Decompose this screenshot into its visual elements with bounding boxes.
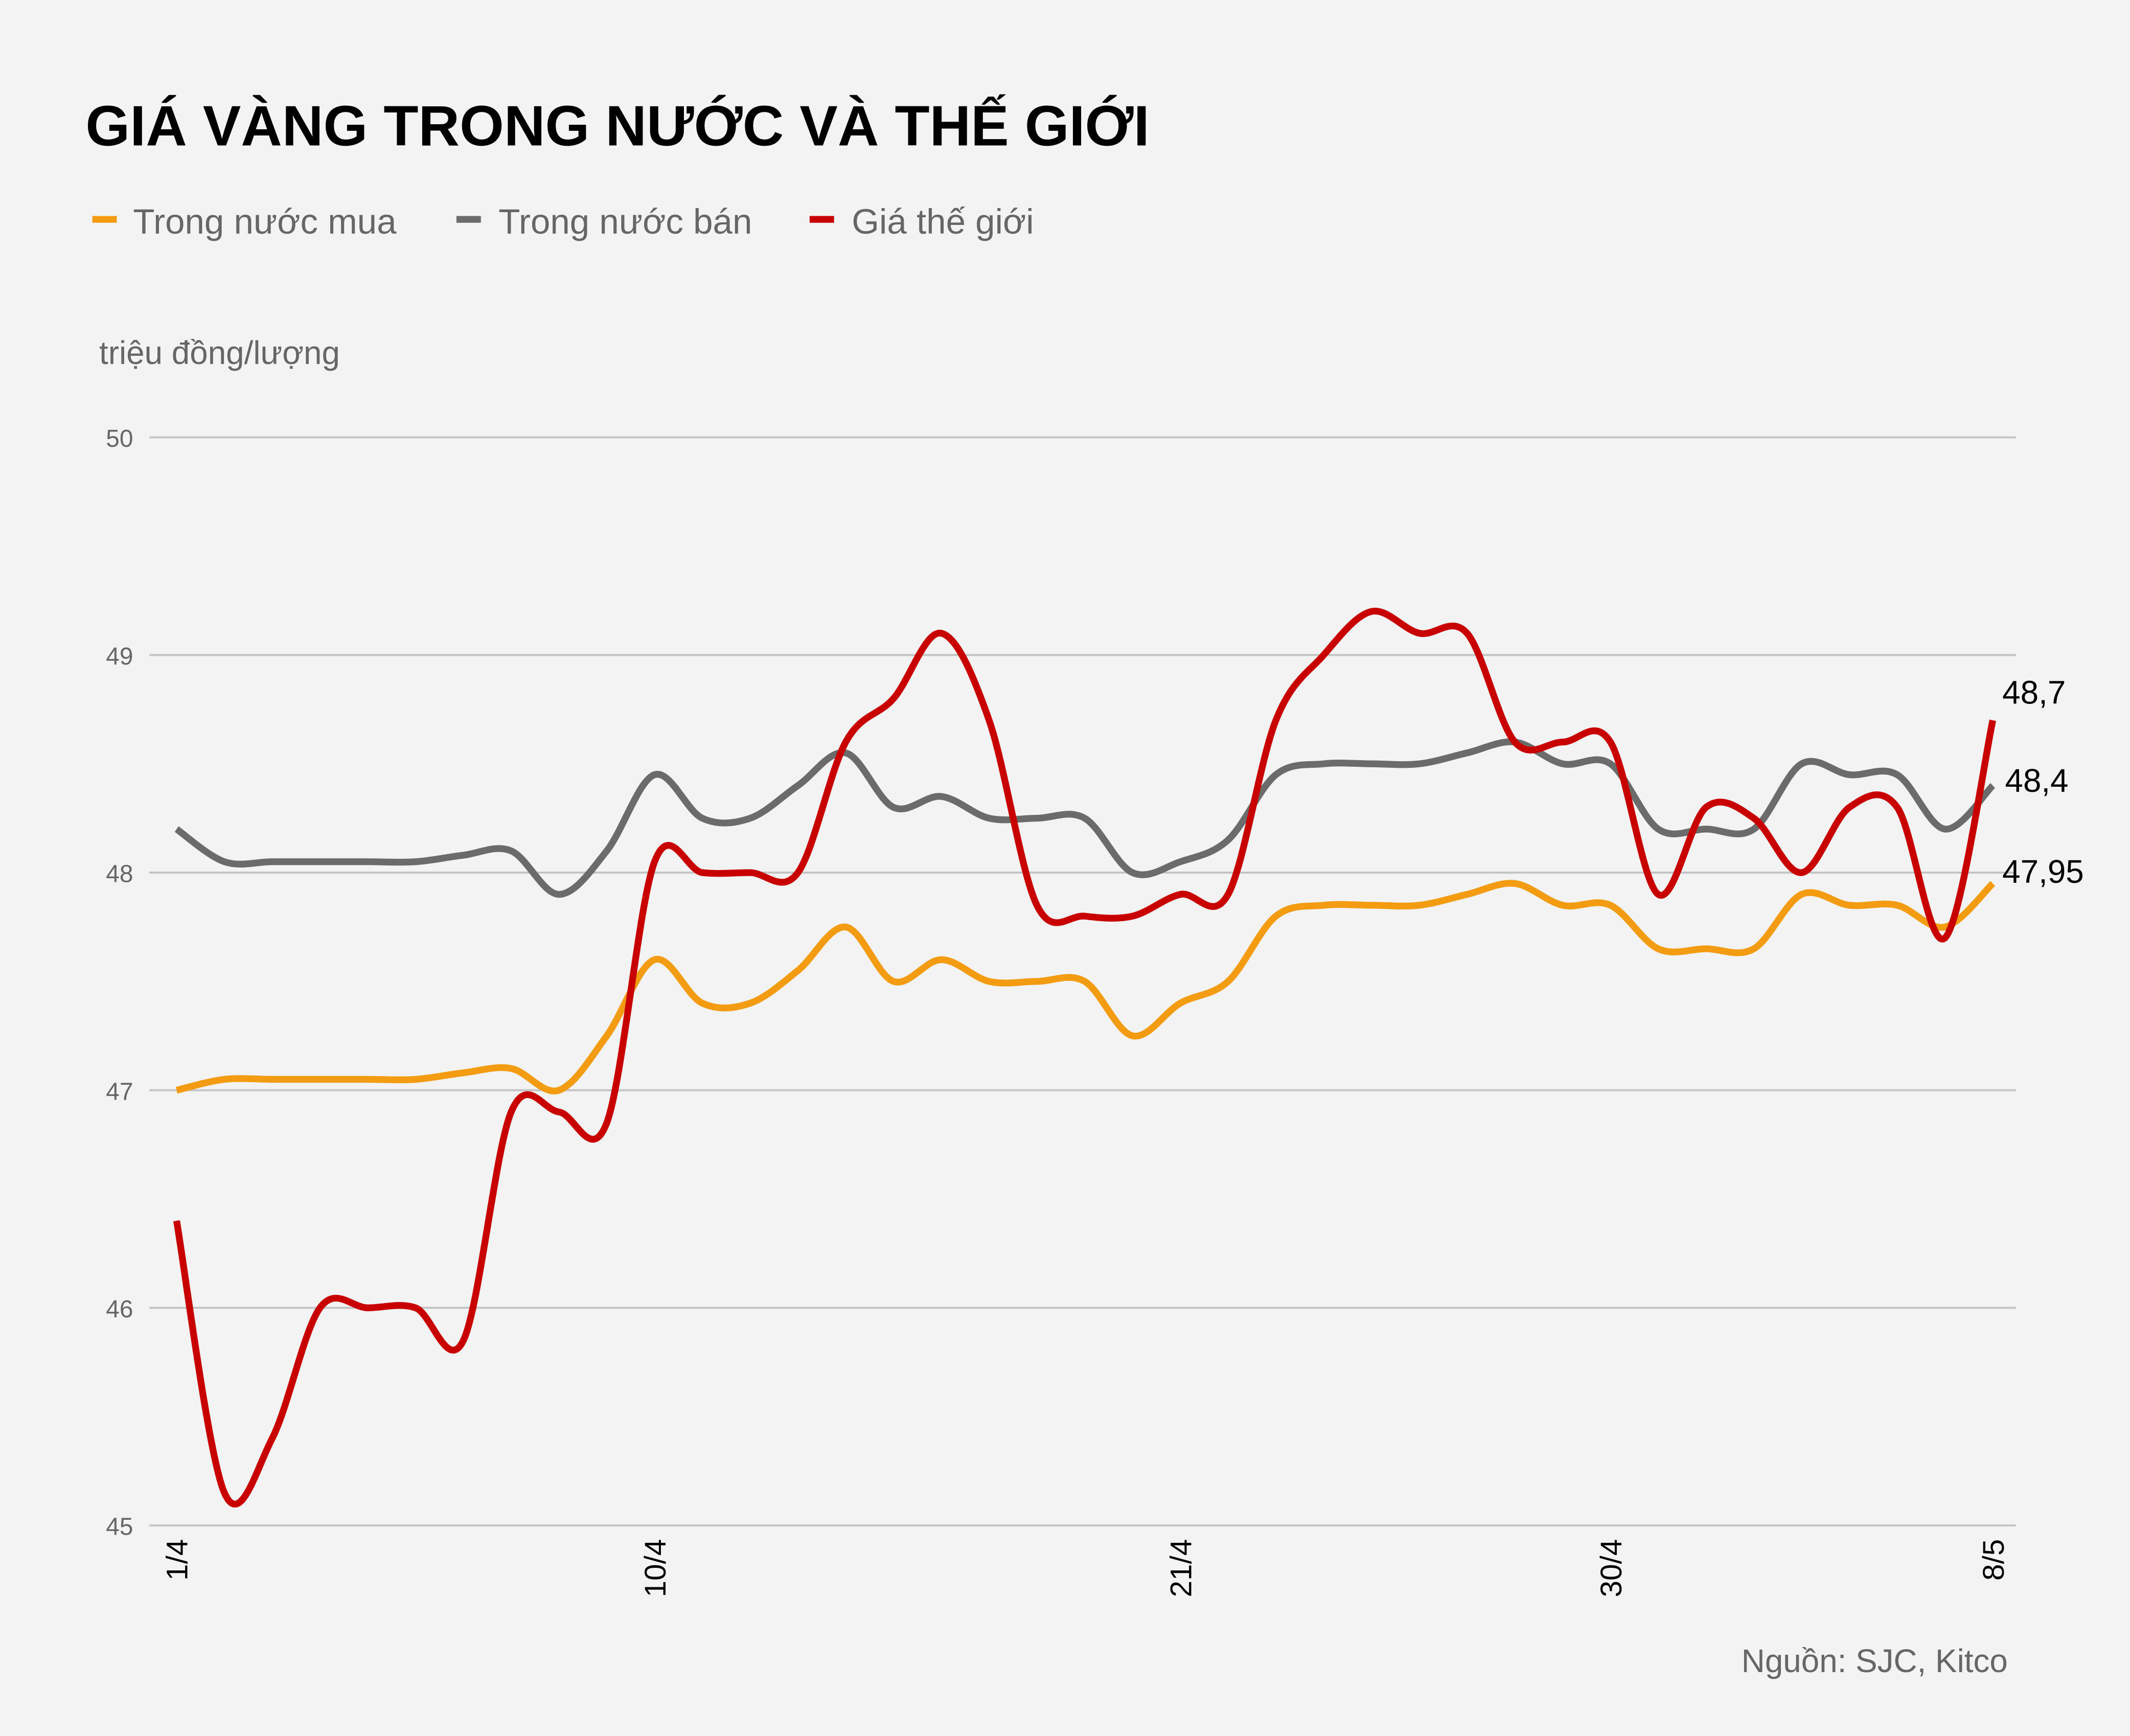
legend: Trong nước mua Trong nước bán Giá thế gi…: [92, 201, 1034, 241]
x-tick-label: 21/4: [1164, 1539, 1198, 1597]
legend-swatch-world: [809, 216, 834, 223]
y-axis-ticks: 45 46 47 48 49 50: [106, 425, 133, 1540]
end-label-buy: 47,95: [2002, 853, 2084, 890]
y-tick-label: 47: [106, 1078, 133, 1105]
x-tick-label: 8/5: [1977, 1539, 2010, 1581]
legend-item-buy[interactable]: Trong nước mua: [92, 201, 397, 241]
end-label-sell: 48,4: [2005, 762, 2069, 799]
y-axis-unit-label: triệu đồng/lượng: [99, 334, 340, 371]
series-lines: [173, 607, 1997, 1507]
y-tick-label: 48: [106, 861, 133, 888]
y-tick-label: 45: [106, 1514, 133, 1541]
legend-label-sell: Trong nước bán: [498, 201, 752, 241]
source-note: Nguồn: SJC, Kitco: [1742, 1642, 2008, 1679]
legend-label-world: Giá thế giới: [852, 201, 1034, 241]
series-line-buy: [175, 880, 1996, 1094]
x-tick-label: 1/4: [161, 1539, 194, 1581]
legend-item-sell[interactable]: Trong nước bán: [456, 201, 752, 241]
legend-swatch-sell: [456, 216, 481, 223]
y-tick-label: 49: [106, 643, 133, 670]
series-line-world: [173, 607, 1997, 1507]
chart-title: GIÁ VÀNG TRONG NƯỚC VÀ THẾ GIỚI: [85, 94, 1149, 157]
x-axis-ticks: 1/4 10/4 21/4 30/4 8/5: [161, 1539, 2010, 1597]
legend-swatch-buy: [92, 216, 117, 223]
series-line-sell: [174, 738, 1996, 898]
legend-label-buy: Trong nước mua: [133, 201, 397, 241]
y-tick-label: 50: [106, 425, 133, 452]
y-tick-label: 46: [106, 1296, 133, 1323]
x-tick-label: 30/4: [1595, 1539, 1628, 1597]
y-gridlines: [149, 436, 2016, 1527]
legend-item-world[interactable]: Giá thế giới: [809, 201, 1034, 241]
end-label-world: 48,7: [2002, 674, 2066, 711]
x-tick-label: 10/4: [639, 1539, 672, 1597]
